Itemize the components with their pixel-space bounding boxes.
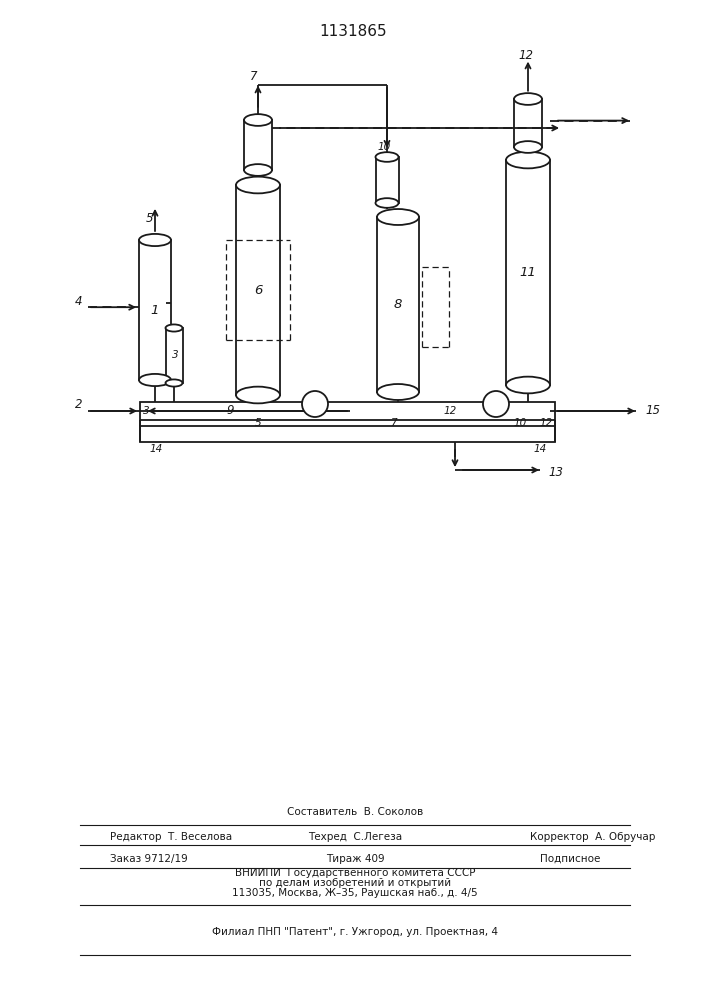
Text: 8: 8 bbox=[394, 298, 402, 311]
Text: 1131865: 1131865 bbox=[319, 24, 387, 39]
Text: Корректор  А. Обручар: Корректор А. Обручар bbox=[530, 832, 655, 842]
Ellipse shape bbox=[506, 152, 550, 168]
Bar bbox=[244, 120, 272, 170]
Text: 14: 14 bbox=[534, 444, 547, 454]
Ellipse shape bbox=[377, 209, 419, 225]
Bar bbox=[377, 217, 419, 392]
Text: 15: 15 bbox=[645, 404, 660, 418]
Text: 7: 7 bbox=[250, 70, 258, 83]
Ellipse shape bbox=[236, 387, 280, 403]
Circle shape bbox=[483, 391, 509, 417]
Text: 7: 7 bbox=[390, 418, 397, 428]
Bar bbox=[140, 426, 555, 442]
Ellipse shape bbox=[165, 379, 182, 387]
Bar bbox=[375, 157, 399, 203]
Text: Тираж 409: Тираж 409 bbox=[326, 854, 385, 864]
Bar bbox=[514, 99, 542, 147]
Text: 5: 5 bbox=[146, 212, 153, 225]
Text: 4: 4 bbox=[74, 295, 82, 308]
Bar bbox=[140, 402, 555, 420]
Ellipse shape bbox=[244, 114, 272, 126]
Ellipse shape bbox=[139, 374, 171, 386]
Text: 12: 12 bbox=[540, 418, 554, 428]
Text: 1: 1 bbox=[151, 304, 159, 316]
Text: 113035, Москва, Ж–35, Раушская наб., д. 4/5: 113035, Москва, Ж–35, Раушская наб., д. … bbox=[232, 888, 478, 898]
Text: Филиал ПНП "Патент", г. Ужгород, ул. Проектная, 4: Филиал ПНП "Патент", г. Ужгород, ул. Про… bbox=[212, 927, 498, 937]
Text: Заказ 9712/19: Заказ 9712/19 bbox=[110, 854, 188, 864]
Ellipse shape bbox=[139, 234, 171, 246]
Text: Подписное: Подписное bbox=[540, 854, 600, 864]
Text: ВНИИПИ  Государственного комитета СССР: ВНИИПИ Государственного комитета СССР bbox=[235, 868, 475, 878]
Bar bbox=[139, 240, 171, 380]
Text: по делам изобретений и открытий: по делам изобретений и открытий bbox=[259, 878, 451, 888]
Text: 3: 3 bbox=[172, 351, 178, 360]
Text: 11: 11 bbox=[520, 266, 537, 279]
Ellipse shape bbox=[514, 93, 542, 105]
Text: 3: 3 bbox=[144, 406, 150, 416]
Ellipse shape bbox=[514, 141, 542, 153]
Text: Техред  С.Легеза: Техред С.Легеза bbox=[308, 832, 402, 842]
Text: Составитель  В. Соколов: Составитель В. Соколов bbox=[287, 807, 423, 817]
Text: 9: 9 bbox=[226, 404, 234, 418]
Ellipse shape bbox=[244, 164, 272, 176]
Ellipse shape bbox=[375, 198, 399, 208]
Ellipse shape bbox=[236, 177, 280, 193]
Ellipse shape bbox=[506, 377, 550, 393]
Ellipse shape bbox=[165, 324, 182, 332]
Text: 10: 10 bbox=[378, 142, 391, 152]
Ellipse shape bbox=[377, 384, 419, 400]
Bar bbox=[165, 328, 182, 383]
Text: 13: 13 bbox=[548, 466, 563, 479]
Text: Редактор  Т. Веселова: Редактор Т. Веселова bbox=[110, 832, 232, 842]
Text: 6: 6 bbox=[254, 284, 262, 296]
Ellipse shape bbox=[375, 152, 399, 162]
Text: 5: 5 bbox=[255, 418, 262, 428]
Text: 14: 14 bbox=[150, 444, 163, 454]
Bar bbox=[506, 160, 550, 385]
Text: 12: 12 bbox=[443, 406, 457, 416]
Text: 12: 12 bbox=[518, 49, 534, 62]
Text: 10: 10 bbox=[513, 418, 527, 428]
Circle shape bbox=[302, 391, 328, 417]
Text: 2: 2 bbox=[74, 398, 82, 412]
Bar bbox=[236, 185, 280, 395]
